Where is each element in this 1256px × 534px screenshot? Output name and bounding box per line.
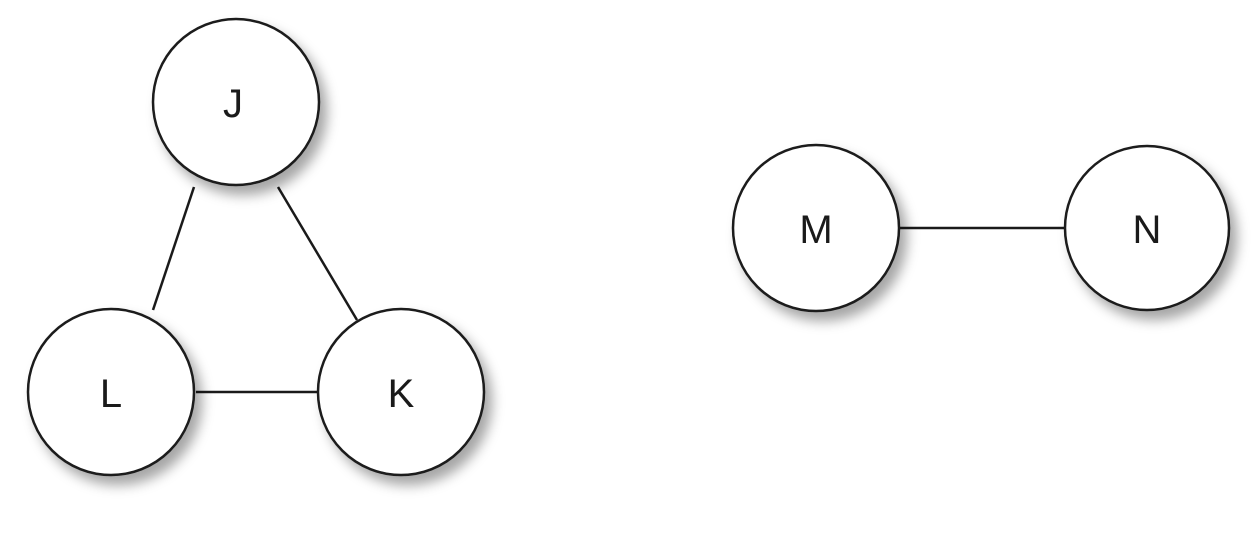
- node-m[interactable]: M: [731, 143, 901, 313]
- node-k-label: K: [388, 372, 415, 416]
- node-m-label: M: [799, 208, 832, 252]
- edge-j-l: [151, 186, 196, 311]
- node-k[interactable]: K: [316, 307, 486, 477]
- node-l-label: L: [100, 372, 122, 416]
- node-l[interactable]: L: [26, 307, 196, 477]
- node-j-label: J: [223, 82, 243, 126]
- node-n-label: N: [1133, 208, 1162, 252]
- node-j[interactable]: J: [151, 17, 321, 187]
- edge-j-k: [276, 186, 359, 321]
- node-n[interactable]: N: [1063, 144, 1231, 312]
